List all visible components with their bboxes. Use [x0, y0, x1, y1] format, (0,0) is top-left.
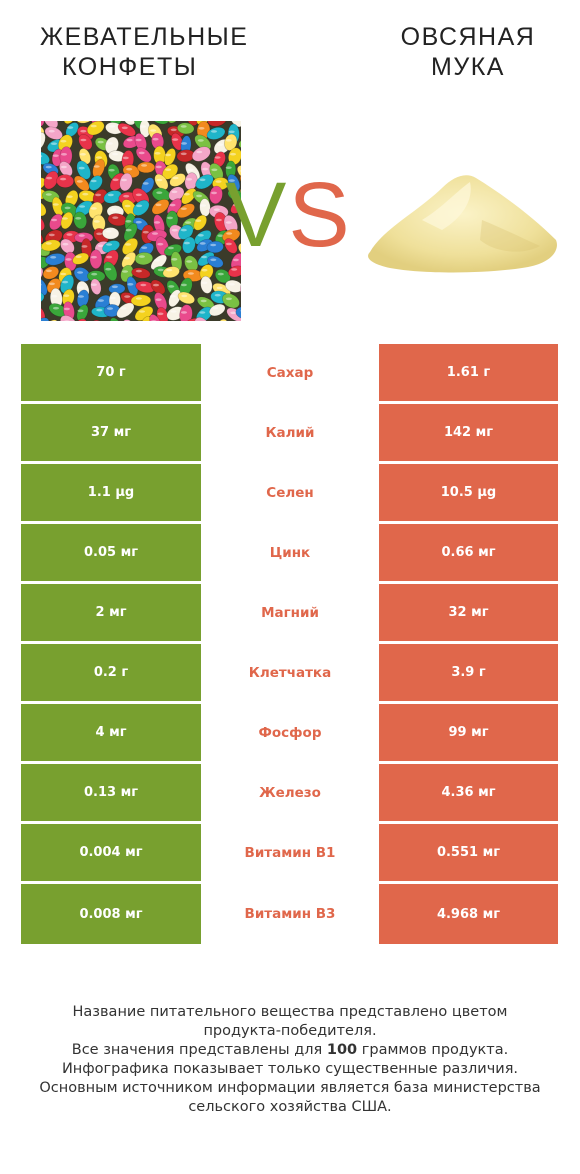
footer-notes: Название питательного вещества представл… — [30, 1003, 550, 1117]
table-row: 1.1 µg Селен 10.5 µg — [21, 464, 558, 524]
table-row: 0.05 мг Цинк 0.66 мг — [21, 524, 558, 584]
nutrient-label: Магний — [261, 604, 319, 621]
oat-flour-image — [362, 160, 562, 280]
nutrient-name: Калий — [201, 404, 379, 461]
table-row: 37 мг Калий 142 мг — [21, 404, 558, 464]
nutrient-label: Калий — [265, 424, 315, 441]
table-row: 0.004 мг Витамин B1 0.551 мг — [21, 824, 558, 884]
footer-line3-c: граммов продукта. — [357, 1042, 509, 1058]
nutrient-name: Цинк — [201, 524, 379, 581]
right-value: 0.66 мг — [379, 524, 558, 581]
nutrient-label: Клетчатка — [248, 664, 332, 681]
footer-line2: продукта-победителя. — [203, 1023, 377, 1039]
right-title-line1: ОВСЯНАЯ — [400, 23, 536, 51]
table-row: 70 г Сахар 1.61 г — [21, 344, 558, 404]
nutrient-name: Сахар — [201, 344, 379, 401]
right-title-line2: МУКА — [431, 53, 505, 81]
right-value: 99 мг — [379, 704, 558, 761]
footer-line3: Все значения представлены для 100 граммо… — [30, 1041, 550, 1060]
table-row: 2 мг Магний 32 мг — [21, 584, 558, 644]
right-value: 3.9 г — [379, 644, 558, 701]
nutrient-name: Клетчатка — [201, 644, 379, 701]
vs-s-letter: S — [288, 164, 352, 266]
nutrient-label: Цинк — [269, 544, 311, 561]
right-value: 142 мг — [379, 404, 558, 461]
left-product-title: ЖЕВАТЕЛЬНЫЕ КОНФЕТЫ — [40, 22, 260, 82]
right-value: 0.551 мг — [379, 824, 558, 881]
right-value: 10.5 µg — [379, 464, 558, 521]
nutrient-name: Железо — [201, 764, 379, 821]
table-row: 0.13 мг Железо 4.36 мг — [21, 764, 558, 824]
left-value: 4 мг — [21, 704, 201, 761]
nutrient-label: Железо — [259, 784, 321, 801]
footer-line5: Основным источником информации является … — [39, 1080, 541, 1096]
left-value: 0.05 мг — [21, 524, 201, 581]
nutrient-label: Селен — [266, 484, 314, 501]
footer-line6: сельского хозяйства США. — [188, 1099, 392, 1115]
left-value: 1.1 µg — [21, 464, 201, 521]
left-value: 0.13 мг — [21, 764, 201, 821]
jelly-beans-image — [41, 121, 241, 321]
right-value: 4.968 мг — [379, 884, 558, 944]
table-row: 0.008 мг Витамин B3 4.968 мг — [21, 884, 558, 944]
left-value: 0.008 мг — [21, 884, 201, 944]
jelly-beans-illustration — [41, 121, 241, 321]
nutrient-label: Витамин B3 — [244, 906, 336, 922]
footer-line1: Название питательного вещества представл… — [72, 1004, 508, 1020]
footer-line3-bold: 100 — [326, 1042, 358, 1058]
left-value: 0.2 г — [21, 644, 201, 701]
right-value: 4.36 мг — [379, 764, 558, 821]
left-value: 0.004 мг — [21, 824, 201, 881]
nutrient-label: Фосфор — [258, 724, 322, 741]
nutrient-label: Витамин B1 — [244, 844, 336, 861]
right-value: 1.61 г — [379, 344, 558, 401]
table-row: 4 мг Фосфор 99 мг — [21, 704, 558, 764]
nutrient-name: Селен — [201, 464, 379, 521]
right-value: 32 мг — [379, 584, 558, 641]
nutrient-name: Витамин B3 — [201, 884, 379, 944]
nutrient-name: Фосфор — [201, 704, 379, 761]
flour-pile-illustration — [368, 175, 557, 273]
left-title-line1: ЖЕВАТЕЛЬНЫЕ — [40, 23, 249, 51]
footer-line3-a: Все значения представлены для — [71, 1042, 327, 1058]
left-value: 37 мг — [21, 404, 201, 461]
left-value: 2 мг — [21, 584, 201, 641]
comparison-table: 70 г Сахар 1.61 г 37 мг Калий 142 мг 1.1 µg Сел… — [21, 344, 558, 944]
left-title-line2: КОНФЕТЫ — [62, 53, 198, 81]
vs-v-letter: V — [225, 164, 289, 266]
left-value: 70 г — [21, 344, 201, 401]
footer-line4: Инфографика показывает только существенн… — [61, 1061, 519, 1077]
table-row: 0.2 г Клетчатка 3.9 г — [21, 644, 558, 704]
right-product-title: ОВСЯНАЯ МУКА — [388, 22, 548, 82]
nutrient-name: Витамин B1 — [201, 824, 379, 881]
nutrient-label: Сахар — [266, 364, 314, 381]
nutrient-name: Магний — [201, 584, 379, 641]
vs-label: VS — [225, 165, 352, 265]
